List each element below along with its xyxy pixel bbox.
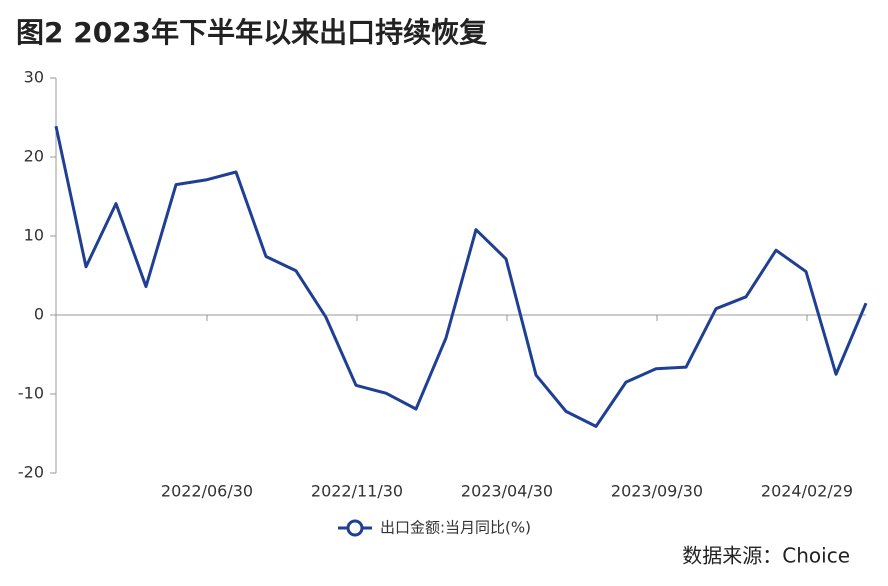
source: 数据来源：Choice — [682, 544, 850, 568]
chart-title: 图2 2023年下半年以来出口持续恢复 — [16, 16, 487, 49]
y-tick-label: 20 — [24, 147, 44, 166]
legend-label: 出口金额:当月同比(%) — [380, 519, 531, 537]
y-tick-label: -20 — [18, 463, 44, 482]
y-tick-label: -10 — [18, 384, 44, 403]
x-tick-label: 2022/06/30 — [161, 482, 253, 501]
y-tick-label: 30 — [24, 68, 44, 87]
x-tick-label: 2023/04/30 — [461, 482, 553, 501]
x-tick-label: 2023/09/30 — [611, 482, 703, 501]
line — [54, 125, 868, 428]
y-tick-label: 10 — [24, 226, 44, 245]
legend-marker — [346, 519, 364, 537]
x-tick-label: 2022/11/30 — [311, 482, 403, 501]
x-tick-label: 2024/02/29 — [761, 482, 853, 501]
y-tick-label: 0 — [34, 305, 44, 324]
